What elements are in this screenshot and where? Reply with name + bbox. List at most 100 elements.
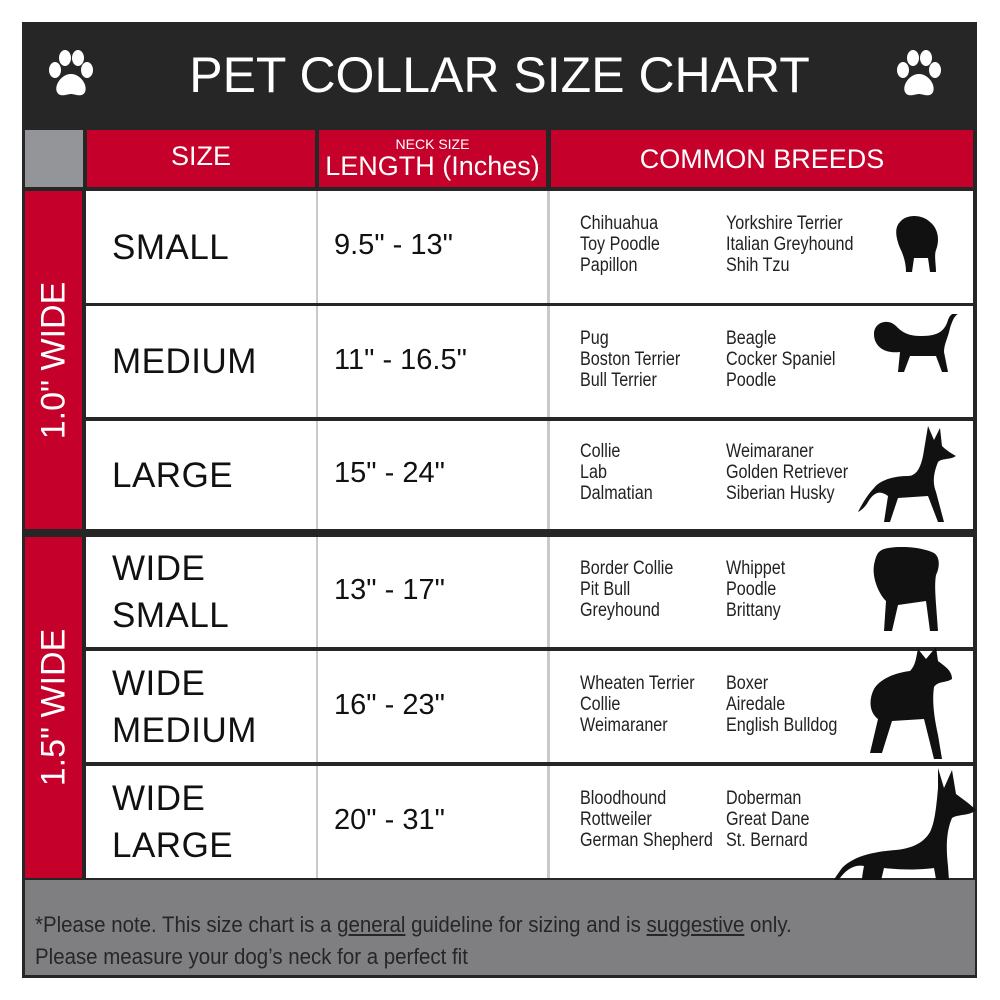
breed-name: Airedale <box>726 693 786 715</box>
group-label-text: 1.0" WIDE <box>34 281 72 439</box>
length-cell: 9.5" - 13" <box>318 191 547 303</box>
breed-name: Weimaraner <box>580 714 668 736</box>
breed-list-b: Doberman Great Dane St. Bernard <box>726 788 809 851</box>
note-underlined-suggestive: suggestive <box>646 912 745 937</box>
breed-name: Cocker Spaniel <box>726 348 836 370</box>
length-cell: 20" - 31" <box>318 766 547 878</box>
breed-name: Wheaten Terrier <box>580 672 695 694</box>
group-label-1in: 1.0" WIDE <box>25 191 82 529</box>
breed-name: English Bulldog <box>726 714 838 736</box>
paw-print-icon <box>49 50 93 96</box>
breed-name: Lab <box>580 462 607 483</box>
breed-name: Toy Poodle <box>580 234 660 255</box>
breed-name: Collie <box>580 441 621 462</box>
breed-name: Weimaraner <box>726 441 814 462</box>
breed-list-a: Wheaten Terrier Collie Weimaraner <box>580 673 695 736</box>
table-row: WIDE SMALL 13" - 17" Border Collie Pit Bul… <box>86 537 973 647</box>
note-text: guideline for sizing and is <box>405 912 641 937</box>
breed-name: Bull Terrier <box>580 369 657 391</box>
note-underlined-general: general <box>337 912 406 937</box>
breed-list-b: Weimaraner Golden Retriever Siberian Husky <box>726 441 848 504</box>
group-label-text: 1.5" WIDE <box>34 628 72 787</box>
breed-name: Doberman <box>726 788 802 809</box>
breed-list-a: Bloodhound Rottweiler German Shepherd <box>580 788 713 851</box>
size-cell: WIDE SMALL <box>86 537 316 647</box>
footer-line-2: Please measure your dog’s neck for a per… <box>35 944 468 969</box>
size-cell: SMALL <box>86 191 316 303</box>
breed-list-b: Whippet Poodle Brittany <box>726 558 785 621</box>
breed-name: Poodle <box>726 579 777 600</box>
breed-list-b: Boxer Airedale English Bulldog <box>726 673 837 736</box>
page-title: PET COLLAR SIZE CHART <box>189 47 810 103</box>
size-label-line: LARGE <box>112 455 234 495</box>
breed-name: Golden Retriever <box>726 462 849 483</box>
header-size: SIZE <box>87 130 315 187</box>
size-label-line: WIDE <box>112 549 206 588</box>
breeds-cell: Collie Lab Dalmatian Weimaraner Golden Retr… <box>550 421 973 529</box>
breed-name: St. Bernard <box>726 830 808 851</box>
breed-name: Boxer <box>726 672 769 694</box>
header-length: NECK SIZE LENGTH (Inches) <box>319 130 546 187</box>
dog-silhouette-icon <box>896 216 938 272</box>
breed-name: Dalmatian <box>580 483 653 504</box>
table-row: LARGE 15" - 24" Collie Lab Dalmatian Weima… <box>86 421 973 529</box>
size-cell: LARGE <box>86 421 316 529</box>
dog-silhouette-icon <box>874 314 958 372</box>
length-value: 16" - 23" <box>334 688 445 721</box>
length-cell: 15" - 24" <box>318 421 547 529</box>
length-cell: 13" - 17" <box>318 537 547 647</box>
header-length-label: LENGTH (Inches) <box>325 151 540 181</box>
breed-name: Papillon <box>580 255 638 276</box>
length-value: 9.5" - 13" <box>334 229 453 261</box>
size-cell: WIDE MEDIUM <box>86 651 316 762</box>
breed-name: Yorkshire Terrier <box>726 213 843 234</box>
breed-name: Boston Terrier <box>580 348 681 370</box>
size-label-line: WIDE <box>112 663 206 703</box>
breed-list-b: Yorkshire Terrier Italian Greyhound Shih T… <box>726 213 854 276</box>
note-text: only. <box>744 912 792 937</box>
size-label: SMALL <box>112 224 229 271</box>
breed-name: Shih Tzu <box>726 255 790 276</box>
breed-name: Brittany <box>726 600 781 621</box>
size-label-line: MEDIUM <box>112 710 257 750</box>
length-value: 15" - 24" <box>334 457 445 489</box>
dog-silhouette-icon <box>873 547 939 631</box>
breed-name: Chihuahua <box>580 213 659 234</box>
breed-name: Pug <box>580 327 609 349</box>
size-cell: WIDE LARGE <box>86 766 316 878</box>
breed-name: Collie <box>580 693 621 715</box>
size-label: MEDIUM <box>112 338 257 385</box>
size-label: WIDE LARGE <box>112 775 233 869</box>
group-label-1-5in: 1.5" WIDE <box>25 537 82 878</box>
breed-list-b: Beagle Cocker Spaniel Poodle <box>726 328 836 391</box>
breed-list-a: Border Collie Pit Bull Greyhound <box>580 558 673 621</box>
size-label: WIDE MEDIUM <box>112 660 257 754</box>
length-value: 11" - 16.5" <box>334 343 467 376</box>
size-label-line: SMALL <box>112 227 230 267</box>
footer-note <box>25 880 975 975</box>
size-label: LARGE <box>112 452 233 499</box>
breed-name: Rottweiler <box>580 809 652 830</box>
length-value: 20" - 31" <box>334 804 445 836</box>
size-cell: MEDIUM <box>86 306 316 417</box>
note-text: *Please note. This size chart is a <box>35 912 332 937</box>
breed-name: Beagle <box>726 327 777 349</box>
corner-cell <box>25 130 83 187</box>
breed-name: Greyhound <box>580 600 660 621</box>
size-label-line: LARGE <box>112 826 234 865</box>
breed-name: Siberian Husky <box>726 483 835 504</box>
breed-list-a: Pug Boston Terrier Bull Terrier <box>580 328 680 391</box>
length-value: 13" - 17" <box>334 574 445 606</box>
breed-name: Bloodhound <box>580 788 667 809</box>
length-cell: 16" - 23" <box>318 651 547 762</box>
size-label-line: SMALL <box>112 596 230 635</box>
breed-name: Italian Greyhound <box>726 234 854 255</box>
size-label-line: WIDE <box>112 779 206 818</box>
paw-print-icon <box>897 50 941 96</box>
size-label: WIDE SMALL <box>112 545 229 639</box>
footer-line-1: *Please note. This size chart is a gener… <box>35 912 792 938</box>
breed-name: Poodle <box>726 369 777 391</box>
breed-list-a: Collie Lab Dalmatian <box>580 441 653 504</box>
header-breeds: COMMON BREEDS <box>551 130 973 187</box>
table-row: MEDIUM 11" - 16.5" Pug Boston Terrier Bull… <box>86 306 973 417</box>
